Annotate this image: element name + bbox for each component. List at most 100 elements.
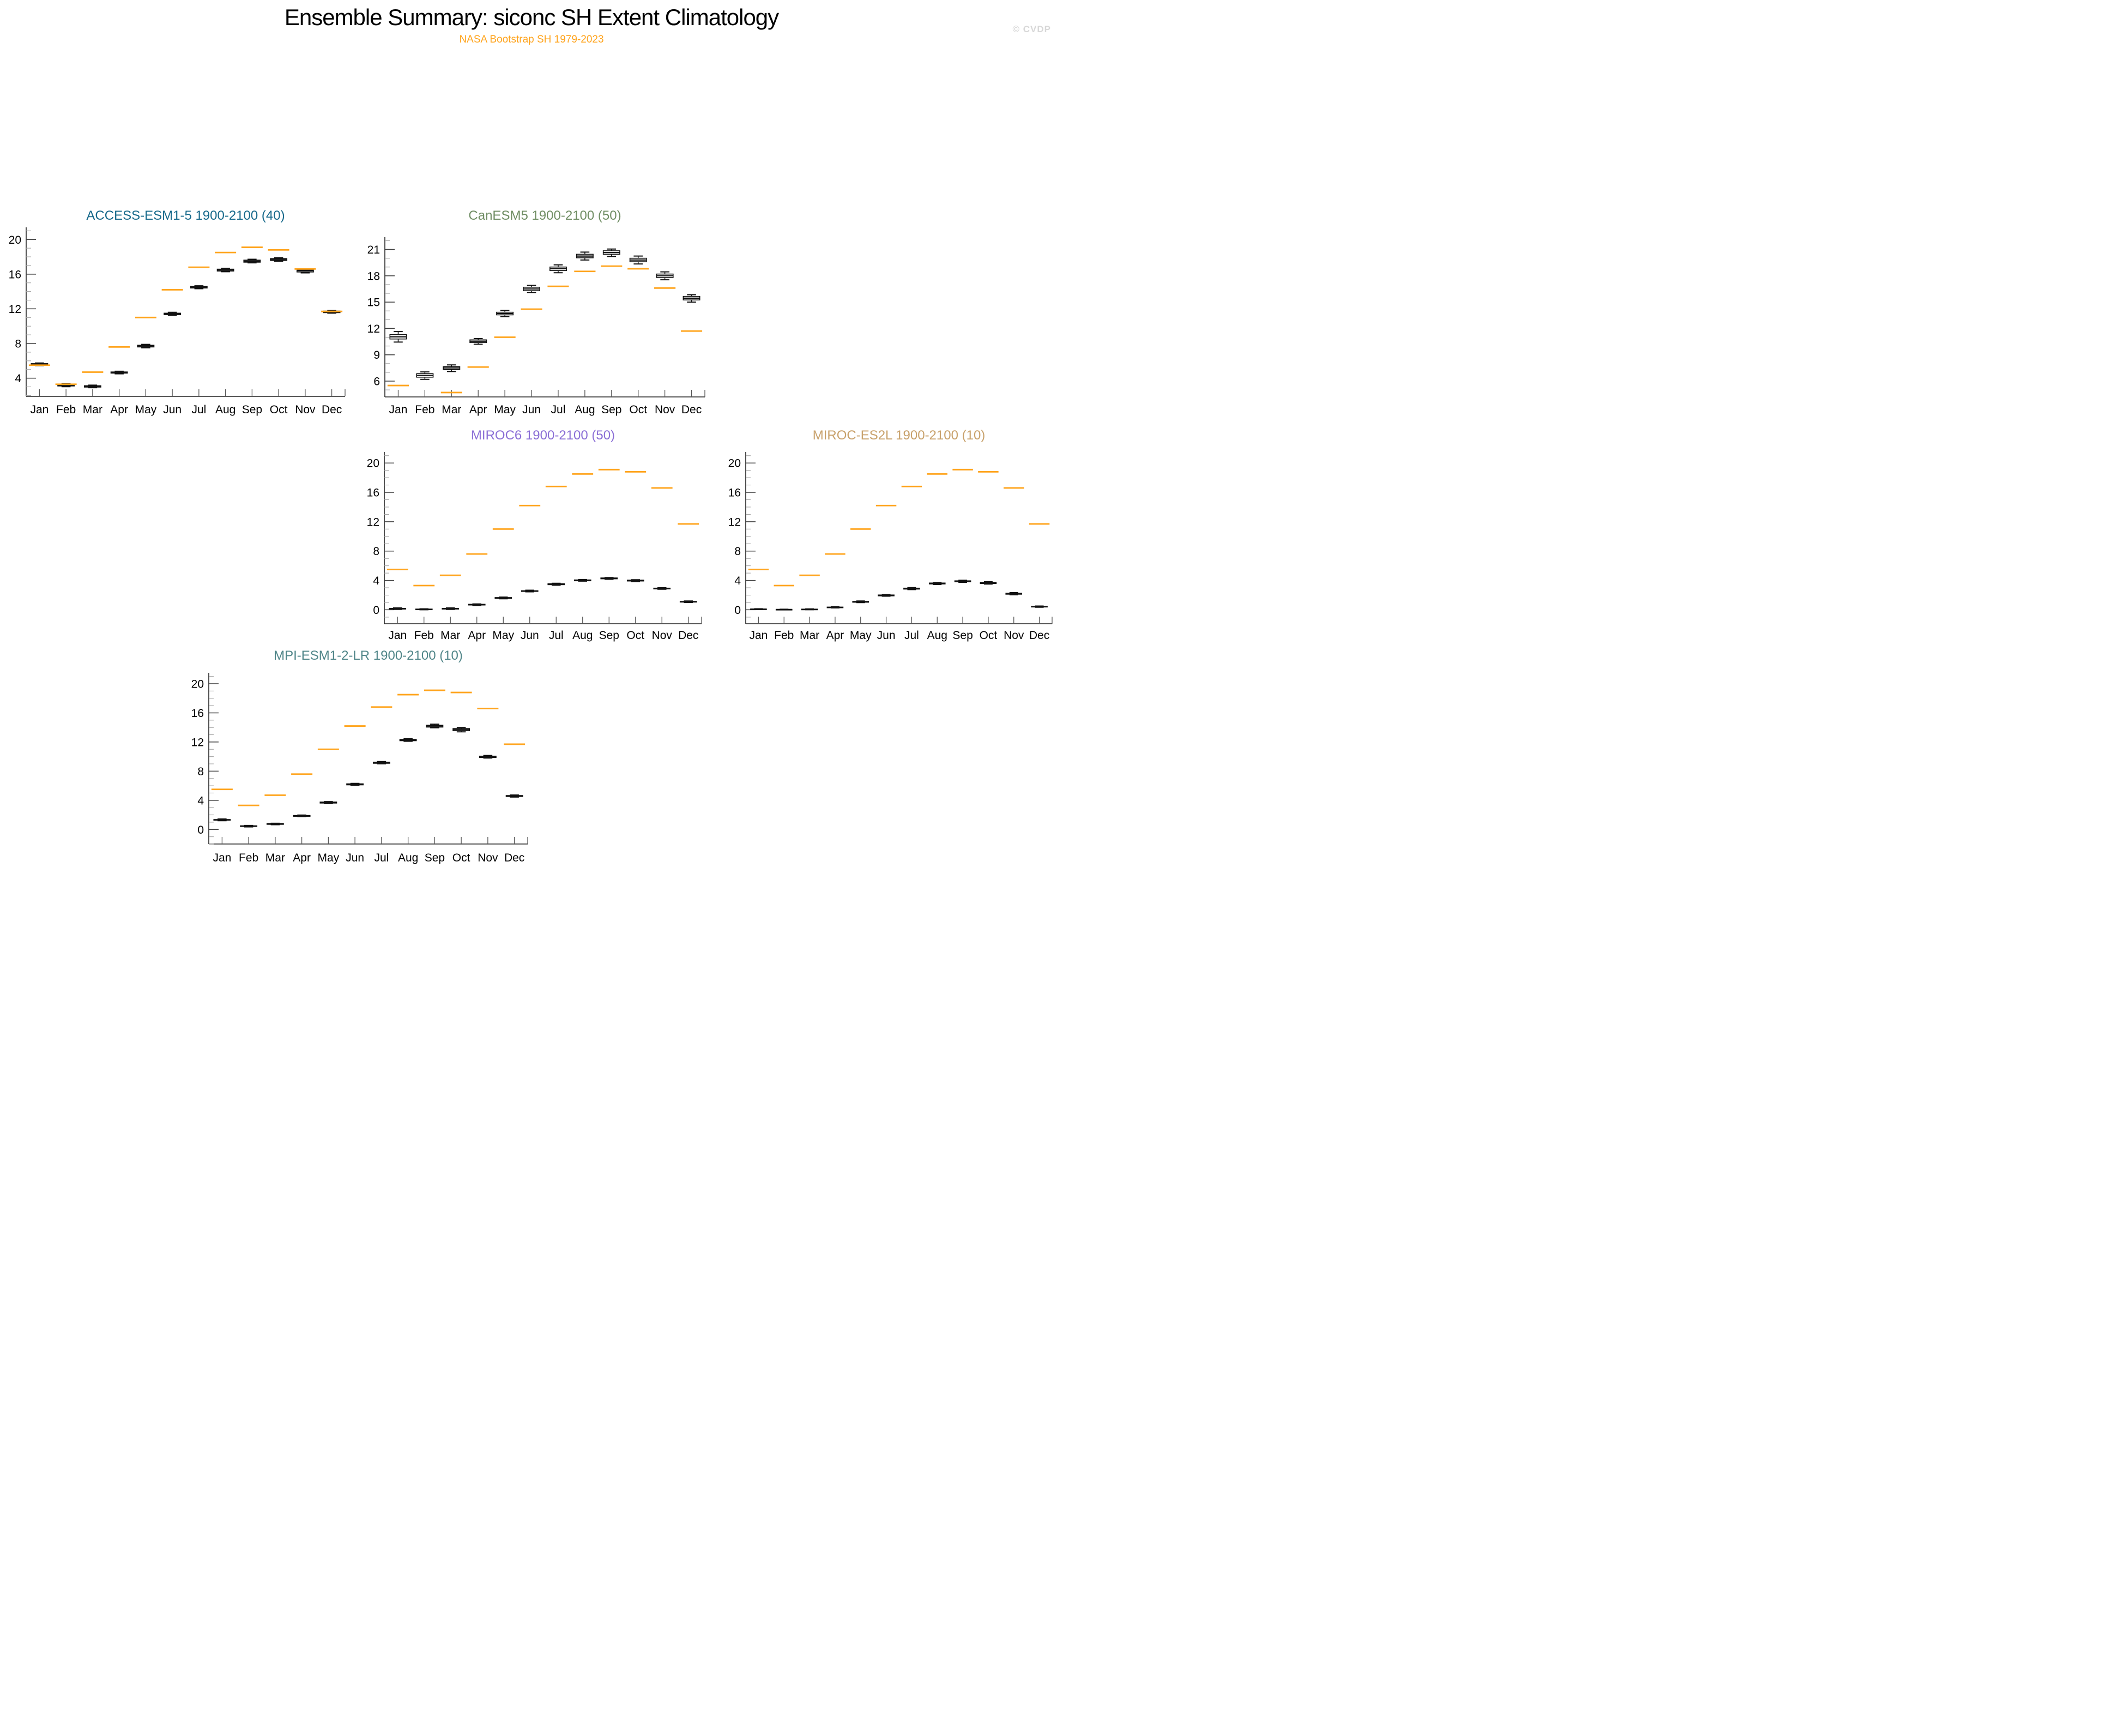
x-tick-label: Dec bbox=[678, 629, 698, 642]
y-tick-label: 16 bbox=[367, 487, 379, 499]
y-tick-label: 0 bbox=[373, 604, 379, 617]
y-tick-label: 8 bbox=[373, 545, 379, 558]
x-tick-label: Dec bbox=[322, 403, 342, 416]
x-tick-label: Jul bbox=[549, 629, 564, 642]
x-tick-label: Apr bbox=[293, 852, 311, 864]
y-tick-label: 16 bbox=[9, 268, 21, 281]
x-tick-label: Jul bbox=[374, 852, 389, 864]
x-tick-label: Nov bbox=[478, 852, 498, 864]
y-tick-label: 4 bbox=[197, 794, 204, 807]
x-tick-label: Oct bbox=[626, 629, 644, 642]
x-tick-label: Oct bbox=[980, 629, 998, 642]
x-tick-label: Jun bbox=[521, 629, 539, 642]
x-tick-label: Mar bbox=[800, 629, 819, 642]
x-tick-label: Feb bbox=[415, 403, 434, 416]
x-tick-label: May bbox=[850, 629, 872, 642]
y-tick-label: 12 bbox=[367, 323, 380, 335]
x-tick-label: Sep bbox=[242, 403, 262, 416]
x-tick-label: Jul bbox=[904, 629, 919, 642]
y-tick-label: 4 bbox=[373, 575, 379, 587]
x-tick-label: Mar bbox=[265, 852, 285, 864]
x-tick-label: Sep bbox=[425, 852, 445, 864]
x-tick-label: Feb bbox=[774, 629, 794, 642]
x-tick-label: Feb bbox=[239, 852, 258, 864]
x-tick-label: Aug bbox=[927, 629, 947, 642]
x-tick-label: Jan bbox=[213, 852, 231, 864]
x-tick-label: Nov bbox=[1004, 629, 1024, 642]
x-tick-label: Feb bbox=[56, 403, 76, 416]
x-tick-label: Aug bbox=[215, 403, 235, 416]
subplot-title: CanESM5 1900-2100 (50) bbox=[468, 208, 621, 223]
page-title: Ensemble Summary: siconc SH Extent Clima… bbox=[284, 4, 779, 30]
x-tick-label: Apr bbox=[468, 629, 486, 642]
subplot-miroc6: MIROC6 1900-2100 (50) 0 4 8 12 16 20 Jan Feb Mar A… bbox=[367, 428, 702, 642]
x-tick-label: Jun bbox=[877, 629, 896, 642]
y-tick-label: 20 bbox=[367, 457, 379, 470]
y-tick-label: 21 bbox=[367, 244, 380, 256]
y-tick-label: 6 bbox=[373, 376, 380, 388]
y-tick-label: 4 bbox=[734, 575, 741, 587]
x-tick-label: Dec bbox=[681, 403, 702, 416]
subplot-title: MPI-ESM1-2-LR 1900-2100 (10) bbox=[274, 648, 463, 663]
y-tick-label: 0 bbox=[197, 824, 204, 836]
cvdp-watermark: © CVDP bbox=[1012, 24, 1051, 34]
x-tick-label: Jun bbox=[163, 403, 182, 416]
subplot-title: MIROC6 1900-2100 (50) bbox=[471, 428, 615, 443]
x-tick-label: Nov bbox=[655, 403, 675, 416]
y-tick-label: 16 bbox=[728, 487, 741, 499]
x-tick-label: Sep bbox=[952, 629, 973, 642]
x-tick-label: Jan bbox=[388, 629, 407, 642]
x-tick-label: Feb bbox=[414, 629, 434, 642]
x-tick-label: Oct bbox=[452, 852, 470, 864]
x-tick-label: May bbox=[135, 403, 157, 416]
y-tick-label: 20 bbox=[9, 234, 21, 246]
y-tick-label: 4 bbox=[15, 372, 21, 385]
y-tick-label: 8 bbox=[197, 765, 204, 778]
subplot-title: ACCESS-ESM1-5 1900-2100 (40) bbox=[86, 208, 285, 223]
x-tick-label: Jun bbox=[522, 403, 541, 416]
subplot-title: MIROC-ES2L 1900-2100 (10) bbox=[813, 428, 986, 443]
x-tick-label: Oct bbox=[270, 403, 288, 416]
x-tick-label: Nov bbox=[295, 403, 316, 416]
climatology-panels: ACCESS-ESM1-5 1900-2100 (40) 4 8 12 16 20 Jan F… bbox=[9, 208, 1053, 864]
x-tick-label: Apr bbox=[469, 403, 487, 416]
x-tick-label: May bbox=[492, 629, 514, 642]
subplot-canesm5: CanESM5 1900-2100 (50) 6 9 12 15 18 21 Jan Feb Ma… bbox=[367, 208, 705, 416]
y-tick-label: 8 bbox=[15, 338, 21, 351]
y-tick-label: 12 bbox=[367, 516, 379, 528]
y-tick-label: 15 bbox=[367, 297, 380, 309]
x-tick-label: Sep bbox=[601, 403, 621, 416]
x-tick-label: Jul bbox=[191, 403, 206, 416]
subplot-access-esm1-5: ACCESS-ESM1-5 1900-2100 (40) 4 8 12 16 20 Jan F… bbox=[9, 208, 346, 416]
x-tick-label: Aug bbox=[572, 629, 593, 642]
y-tick-label: 8 bbox=[734, 545, 741, 558]
x-tick-label: Mar bbox=[83, 403, 102, 416]
y-tick-label: 9 bbox=[373, 349, 380, 361]
obs-subtitle: NASA Bootstrap SH 1979-2023 bbox=[459, 34, 604, 45]
x-tick-label: Nov bbox=[652, 629, 673, 642]
x-tick-label: May bbox=[494, 403, 516, 416]
x-tick-label: Mar bbox=[442, 403, 461, 416]
x-tick-label: Jul bbox=[551, 403, 566, 416]
subplot-miroc-es2l: MIROC-ES2L 1900-2100 (10) 0 4 8 12 16 20 Jan Feb… bbox=[728, 428, 1053, 642]
x-tick-label: Oct bbox=[629, 403, 647, 416]
x-tick-label: Mar bbox=[440, 629, 460, 642]
x-tick-label: Jan bbox=[389, 403, 408, 416]
figure-canvas: Ensemble Summary: siconc SH Extent Clima… bbox=[0, 0, 1063, 868]
y-tick-label: 12 bbox=[9, 303, 21, 316]
x-tick-label: Jun bbox=[346, 852, 364, 864]
x-tick-label: May bbox=[318, 852, 340, 864]
x-tick-label: Apr bbox=[110, 403, 128, 416]
y-tick-label: 12 bbox=[728, 516, 741, 528]
x-tick-label: Dec bbox=[504, 852, 524, 864]
y-tick-label: 20 bbox=[728, 457, 741, 470]
y-tick-label: 12 bbox=[191, 736, 204, 749]
x-tick-label: Sep bbox=[599, 629, 619, 642]
y-tick-label: 16 bbox=[191, 707, 204, 720]
x-tick-label: Apr bbox=[826, 629, 844, 642]
y-tick-label: 20 bbox=[191, 678, 204, 691]
x-tick-label: Dec bbox=[1029, 629, 1049, 642]
x-tick-label: Aug bbox=[575, 403, 595, 416]
x-tick-label: Jan bbox=[30, 403, 49, 416]
x-tick-label: Jan bbox=[749, 629, 768, 642]
